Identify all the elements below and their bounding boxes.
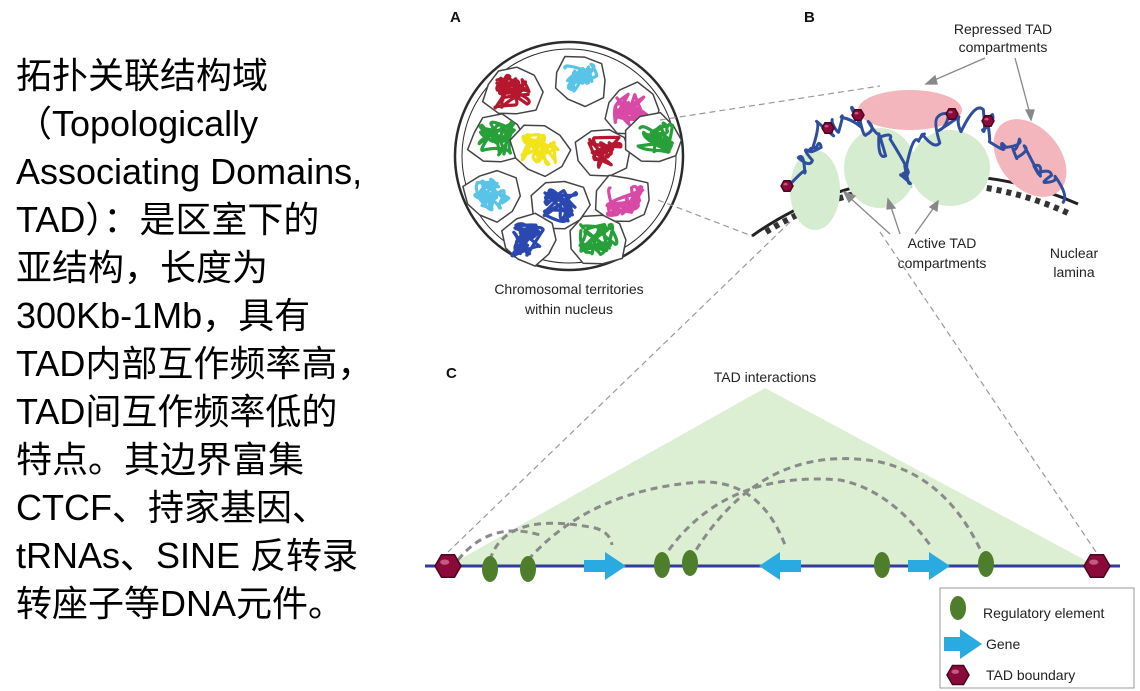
gene-arrow-right [908,552,950,580]
active-tad-blob [790,150,840,230]
interaction-arcs [456,457,987,561]
chromosome-territory [574,129,631,177]
legend: Regulatory element Gene TAD boundary [939,587,1135,689]
regulatory-element [482,556,498,582]
panel-a-letter: A [450,9,461,26]
lamina-label-line1: Nuclear [1050,245,1099,261]
active-label-line2: compartments [898,255,987,271]
interaction-arc [526,480,787,561]
tad-boundaries-panel-c [434,553,1111,579]
text-line: 转座子等DNA元件。 [16,583,345,624]
chromosome-territories [462,55,683,267]
interaction-arc [688,457,987,561]
legend-regulatory-label: Regulatory element [983,605,1105,621]
chromosome-territory [481,66,544,115]
regulatory-element [520,556,536,582]
label-arrows [842,57,1035,235]
chromosome-territory [466,113,527,163]
legend-gene-label: Gene [986,636,1020,652]
tad-boundary-hexagon [434,553,462,579]
panel-a-caption-line2: within nucleus [524,301,613,317]
interaction-arc [660,477,932,561]
tad-boundary-hexagon [945,108,959,120]
chromosome-territory [462,169,522,223]
genes [584,552,950,580]
active-label-line1: Active TAD [908,235,977,251]
text-line: 300Kb-1Mb，具有 [16,295,311,336]
legend-regulatory-icon [950,596,966,620]
tad-boundary-hexagon [981,115,995,127]
text-line: 特点。其边界富集 [16,439,305,480]
tad-boundary-hexagon [946,664,970,686]
description-text: 拓扑关联结构域 （Topologically Associating Domai… [16,52,416,628]
regulatory-element [978,551,994,577]
panel-a-caption-line1: Chromosomal territories [494,281,643,297]
interaction-arc [488,521,614,561]
legend-boundary-label: TAD boundary [986,667,1075,683]
zoom-line [657,199,753,237]
zoom-line [659,85,881,121]
chromosome-territory [501,212,557,267]
tad-boundary-hexagon [1083,553,1111,579]
chromosome-territory [509,124,572,178]
chromatin-fiber [786,105,1067,204]
tad-boundary-hexagon [821,122,835,134]
chromosome-territory [624,111,683,163]
text-line: CTCF、持家基因、 [16,487,328,528]
tad-interactions-label: TAD interactions [714,369,816,385]
chromosome-territory [554,55,606,108]
gene-arrow-left [759,552,801,580]
text-line: （Topologically [16,103,259,144]
tad-boundary-hexagon [780,180,794,192]
tad-interaction-triangle [448,388,1096,566]
text-line: TAD内部互作频率高， [16,343,374,384]
tad-boundaries-panel-b [780,108,995,192]
panel-c-letter: C [446,365,457,382]
panel-b-letter: B [804,9,815,26]
chromatin-fiber-path [786,105,1067,204]
tad-boundary-hexagon [851,109,865,121]
regulatory-elements [482,550,994,582]
legend-boundary-icon [946,664,970,686]
zoom-line [879,231,1097,553]
active-tad-blob [910,130,990,206]
repressed-label-line1: Repressed TAD [954,21,1052,37]
active-tad-blob [844,128,916,208]
repressed-label-line2: compartments [959,39,1048,55]
chromosome-territory [569,214,627,265]
chromosome-territory [594,174,650,223]
regulatory-element [654,552,670,578]
text-line: TAD间互作频率低的 [16,391,338,432]
text-line: Associating Domains, [16,151,363,192]
text-line: tRNAs、SINE 反转录 [16,535,359,576]
text-line: 亚结构，长度为 [16,247,269,288]
legend-gene-icon [944,629,982,659]
lamina-label-line2: lamina [1053,264,1094,280]
text-line: TAD）：是区室下的 [16,199,320,240]
chromosome-territory [530,180,591,230]
gene-arrow-right [584,552,626,580]
regulatory-element [682,550,698,576]
regulatory-element [874,552,890,578]
text-line: 拓扑关联结构域 [16,55,269,96]
